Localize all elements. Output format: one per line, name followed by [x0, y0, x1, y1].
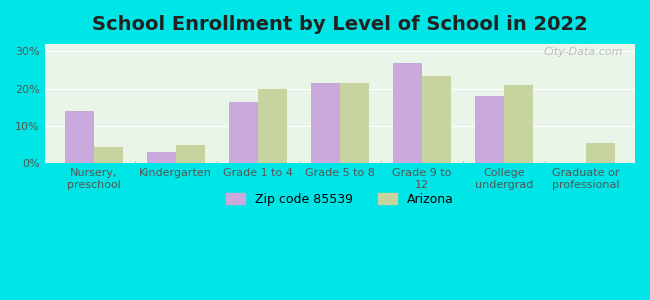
Bar [176, 145, 205, 163]
Bar [475, 96, 504, 163]
Title: School Enrollment by Level of School in 2022: School Enrollment by Level of School in … [92, 15, 588, 34]
Bar [340, 83, 369, 163]
Bar [311, 83, 340, 163]
Bar [504, 85, 532, 163]
Bar [586, 143, 614, 163]
Bar [94, 146, 122, 163]
Text: City-Data.com: City-Data.com [543, 47, 623, 58]
Bar [393, 62, 422, 163]
Bar [147, 152, 176, 163]
Bar [65, 111, 94, 163]
Bar [229, 102, 258, 163]
Legend: Zip code 85539, Arizona: Zip code 85539, Arizona [221, 188, 458, 211]
Bar [422, 76, 450, 163]
Bar [258, 89, 287, 163]
